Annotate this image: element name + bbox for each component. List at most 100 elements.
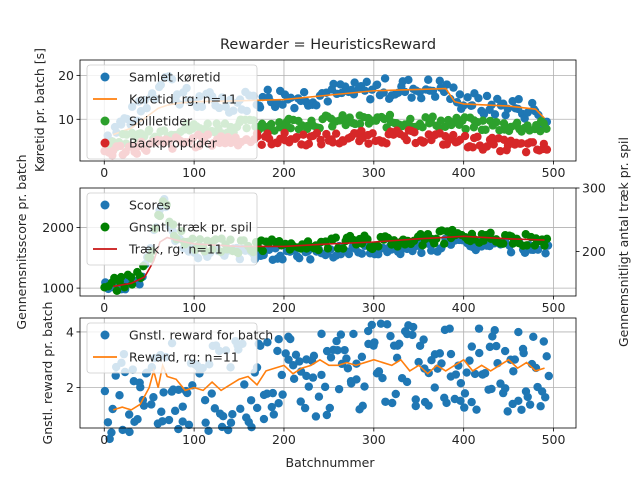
data-point [286, 93, 296, 103]
data-point [456, 379, 466, 388]
x-tick-label: 0 [100, 432, 108, 447]
data-point [338, 244, 348, 253]
data-point [467, 342, 477, 351]
data-point [382, 139, 391, 148]
data-point [111, 371, 120, 380]
data-point [337, 88, 346, 98]
data-point [273, 346, 282, 356]
y-axis-label: Gnstl. reward pr. batch [40, 302, 55, 445]
data-point [295, 253, 304, 263]
data-point [418, 123, 427, 132]
data-point [479, 109, 489, 119]
data-point [127, 273, 136, 282]
data-point [529, 332, 538, 341]
data-point [437, 359, 446, 368]
data-point [290, 103, 299, 113]
data-point [362, 77, 371, 87]
data-point [274, 399, 283, 408]
data-point [342, 354, 351, 363]
data-point [489, 140, 498, 149]
data-point [124, 410, 134, 419]
data-point [357, 249, 367, 258]
chart-panel-1: 0 100 200 300 400 500 10 20 Køretid pr. batch [s… [32, 48, 577, 180]
data-point [291, 350, 301, 360]
x-tick-label: 400 [452, 432, 476, 447]
data-point [258, 246, 267, 256]
data-point [240, 380, 249, 389]
data-point [105, 434, 114, 444]
data-point [536, 402, 545, 411]
data-point [226, 418, 236, 427]
data-point [357, 126, 366, 136]
data-point [366, 95, 375, 104]
data-point [415, 341, 425, 350]
data-point [395, 339, 404, 348]
data-point [263, 338, 272, 347]
data-point [322, 129, 331, 139]
data-point [436, 116, 446, 125]
legend-item: Backproptider [100, 136, 218, 151]
data-point [274, 334, 283, 344]
data-point [255, 103, 265, 112]
data-point [385, 110, 395, 120]
data-point [509, 367, 518, 376]
data-point [325, 403, 335, 413]
data-point [490, 110, 500, 119]
data-point [383, 320, 392, 329]
data-point [278, 100, 287, 109]
x-tick-label: 400 [452, 300, 476, 315]
data-point [506, 248, 516, 257]
data-point [496, 146, 505, 156]
x-tick-label: 0 [100, 165, 108, 180]
data-point [472, 405, 481, 414]
x-tick-label: 200 [272, 300, 296, 315]
data-point [528, 138, 538, 147]
x-tick-label: 500 [542, 300, 566, 315]
data-point [322, 410, 332, 420]
data-point [333, 346, 342, 355]
legend-label: Scores [129, 198, 171, 213]
data-point [490, 326, 499, 335]
data-point [164, 415, 174, 425]
data-point [542, 234, 552, 244]
data-point [501, 110, 510, 120]
x-tick-label: 0 [100, 300, 108, 315]
data-point [107, 428, 116, 437]
data-point [178, 417, 187, 426]
data-point [174, 424, 183, 434]
data-point [267, 119, 276, 129]
chart-panel-2: 0 100 200 300 400 50010002000200300Gennemsnit… [14, 137, 631, 347]
data-point [349, 329, 358, 339]
data-point [158, 417, 167, 426]
data-point [329, 79, 338, 89]
data-point [312, 128, 322, 138]
axes-frame [79, 317, 577, 429]
data-point [263, 85, 272, 94]
data-point [404, 75, 413, 85]
data-point [442, 398, 451, 408]
data-point [374, 367, 384, 376]
data-point [435, 76, 445, 86]
data-point [402, 135, 411, 145]
data-point [378, 373, 387, 383]
data-point [388, 398, 397, 408]
data-point [267, 402, 276, 412]
data-point [246, 396, 256, 405]
data-point [357, 352, 367, 362]
data-point [256, 341, 265, 350]
legend-item: Gnsntl. træk pr. spil [100, 220, 252, 235]
data-point [311, 412, 321, 421]
data-point [460, 131, 470, 141]
data-point [411, 401, 420, 411]
data-point [367, 320, 376, 330]
data-point [302, 371, 311, 381]
data-point [455, 90, 465, 99]
data-point [201, 418, 210, 427]
data-point [334, 384, 344, 394]
data-point [374, 242, 383, 251]
data-point [391, 389, 400, 399]
data-point [331, 233, 340, 242]
legend-label: Køretid, rg: n=11 [129, 92, 237, 107]
data-point [430, 92, 440, 101]
data-point [487, 384, 496, 394]
